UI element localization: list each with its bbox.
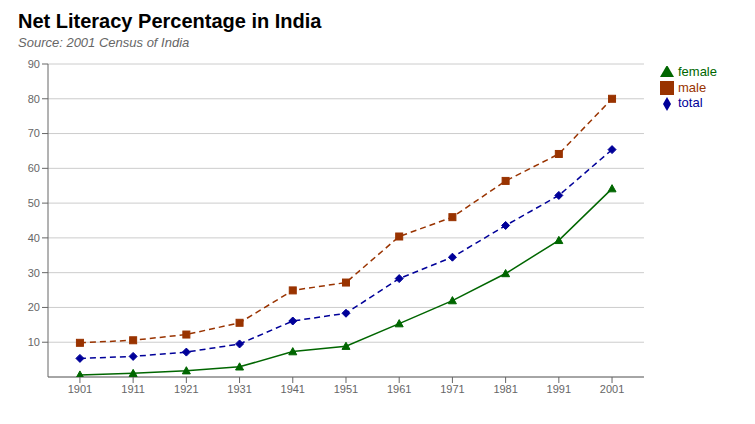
html-text:female: female: [678, 64, 717, 79]
svg-text:1991: 1991: [547, 383, 571, 395]
svg-text:30: 30: [28, 267, 40, 279]
svg-text:2001: 2001: [600, 383, 624, 395]
svg-text:1911: 1911: [121, 383, 145, 395]
html-text:male: male: [678, 79, 707, 95]
svg-text:10: 10: [28, 336, 40, 348]
svg-text:20: 20: [28, 301, 40, 313]
svg-text:1961: 1961: [387, 383, 411, 395]
svg-text:1901: 1901: [68, 383, 92, 395]
html-text:Net Literacy Percentage in Ind: Net Literacy Percentage in India: [18, 10, 322, 32]
svg-text:1951: 1951: [334, 383, 358, 395]
svg-text:1931: 1931: [227, 383, 251, 395]
svg-text:40: 40: [28, 232, 40, 244]
svg-text:70: 70: [28, 127, 40, 139]
svg-text:60: 60: [28, 162, 40, 174]
svg-text:50: 50: [28, 197, 40, 209]
svg-text:80: 80: [28, 93, 40, 105]
svg-text:1941: 1941: [281, 383, 305, 395]
svg-text:1981: 1981: [493, 383, 517, 395]
html-text:total: total: [678, 95, 703, 111]
svg-text:1921: 1921: [174, 383, 198, 395]
html-text:Source: 2001 Census of India: Source: 2001 Census of India: [18, 35, 190, 50]
svg-text:1971: 1971: [440, 383, 464, 395]
svg-text:90: 90: [28, 58, 40, 70]
